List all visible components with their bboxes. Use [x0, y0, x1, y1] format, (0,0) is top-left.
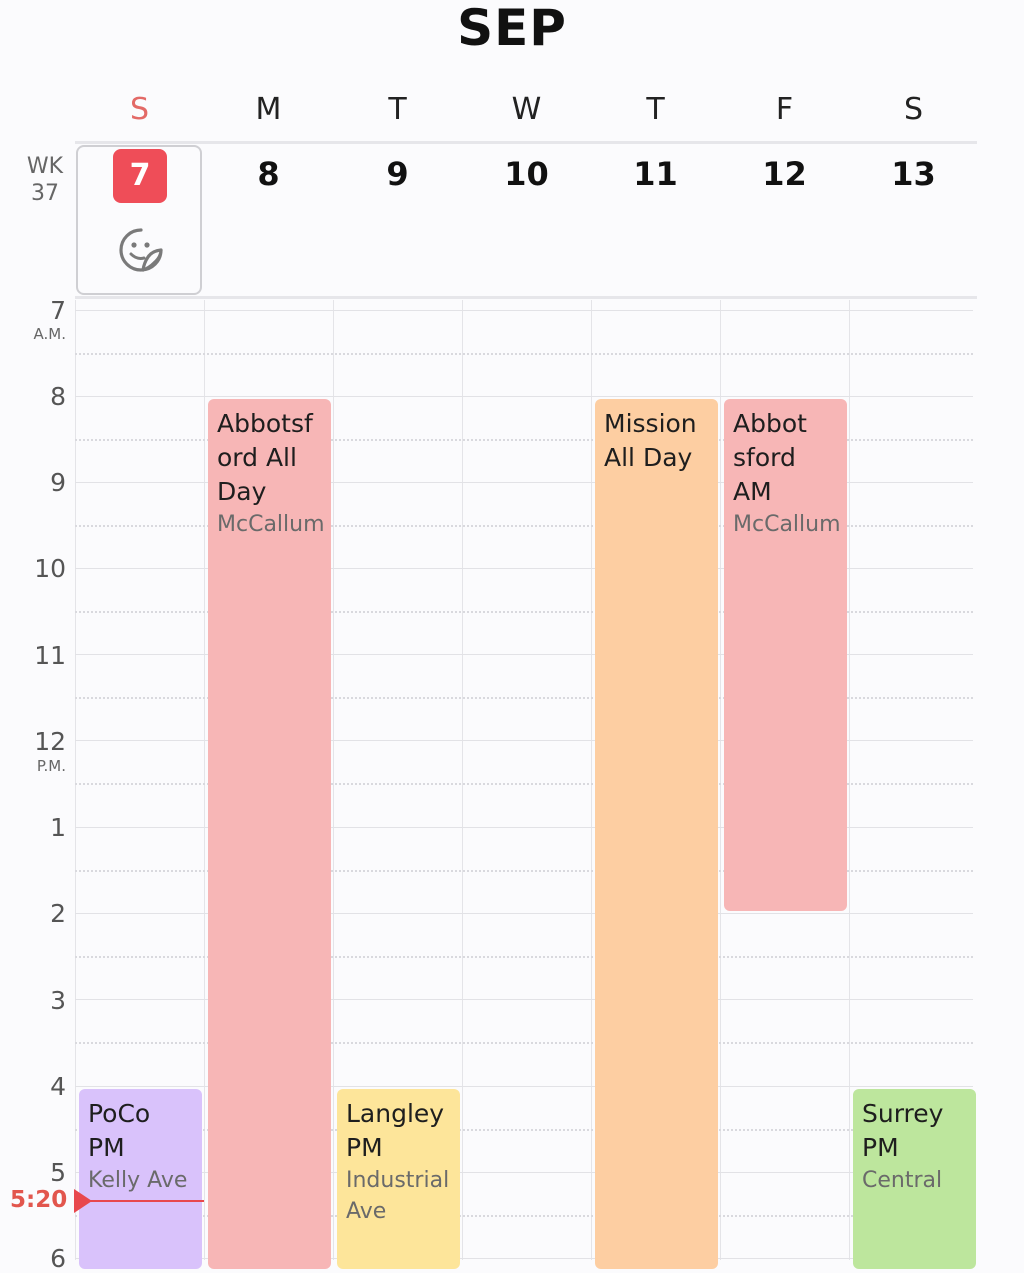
event-title-line: sford — [733, 443, 796, 472]
event-surrey-pm[interactable]: Surrey PM Central — [853, 1089, 976, 1269]
event-title-line: Abbotsf — [217, 409, 313, 438]
hour-line — [75, 568, 973, 569]
hour-label-10: 10 — [34, 554, 66, 583]
half-hour-line — [75, 956, 973, 958]
half-hour-line — [75, 611, 973, 613]
event-poco-pm[interactable]: PoCo PM Kelly Ave — [79, 1089, 202, 1269]
allday-divider — [75, 296, 977, 299]
hour-label-9: 9 — [50, 468, 66, 497]
event-title-line: Day — [217, 477, 267, 506]
event-location: McCallum — [217, 512, 325, 537]
weekday-thu: T — [646, 92, 665, 127]
day-divider — [75, 300, 76, 1260]
hour-label-11: 11 — [34, 641, 66, 670]
hour-line — [75, 1172, 973, 1173]
half-hour-line — [75, 439, 973, 441]
hour-line — [75, 310, 973, 311]
hour-line — [75, 740, 973, 741]
weekday-mon: M — [255, 92, 282, 127]
event-langley-pm[interactable]: Langley PM Industrial Ave — [337, 1089, 460, 1269]
event-abbotsford-all-day[interactable]: Abbotsf ord All Day McCallum — [208, 399, 331, 1269]
weekday-tue: T — [388, 92, 407, 127]
event-title-line: PoCo — [88, 1099, 151, 1128]
hour-label-1: 1 — [50, 813, 66, 842]
day-divider — [720, 300, 721, 1260]
current-time-label: 5:20 — [10, 1187, 68, 1213]
event-title-line: All Day — [604, 443, 693, 472]
sticker-icon[interactable] — [118, 227, 164, 277]
hour-label-12: 12 — [34, 727, 66, 756]
day-divider — [204, 300, 205, 1260]
weekday-fri: F — [775, 92, 794, 127]
event-title-line: ord All — [217, 443, 297, 472]
weekday-sat: S — [903, 92, 924, 127]
hour-line — [75, 913, 973, 914]
hour-label-8: 8 — [50, 382, 66, 411]
hour-sub-pm: P.M. — [36, 757, 66, 775]
month-title: SEP — [457, 0, 567, 57]
half-hour-line — [75, 1042, 973, 1044]
event-title-line: AM — [733, 477, 772, 506]
hour-line — [75, 396, 973, 397]
hour-label-5: 5 — [50, 1158, 66, 1187]
event-mission-all-day[interactable]: Mission All Day — [595, 399, 718, 1269]
date-9[interactable]: 9 — [386, 155, 409, 193]
hour-line — [75, 827, 973, 828]
hour-line — [75, 1258, 973, 1259]
event-abbotsford-am[interactable]: Abbot sford AM McCallum — [724, 399, 847, 911]
day-divider — [333, 300, 334, 1260]
weekday-sun: S — [129, 92, 150, 127]
date-12[interactable]: 12 — [762, 155, 807, 193]
event-title-line: Mission — [604, 409, 697, 438]
event-location: McCallum — [733, 512, 841, 537]
current-time-line — [84, 1200, 204, 1202]
hour-label-4: 4 — [50, 1072, 66, 1101]
half-hour-line — [75, 697, 973, 699]
date-10[interactable]: 10 — [504, 155, 549, 193]
date-11[interactable]: 11 — [633, 155, 678, 193]
event-title-line: PM — [88, 1133, 125, 1162]
date-7-today[interactable]: 7 — [113, 149, 167, 203]
header-divider — [75, 141, 977, 144]
event-title-line: PM — [346, 1133, 383, 1162]
half-hour-line — [75, 1215, 973, 1217]
event-title-line: Surrey — [862, 1099, 944, 1128]
week-label: WK — [26, 154, 64, 179]
event-location: Ave — [346, 1199, 387, 1224]
event-title-line: PM — [862, 1133, 899, 1162]
day-divider — [591, 300, 592, 1260]
event-location: Central — [862, 1168, 943, 1193]
hour-line — [75, 999, 973, 1000]
hour-line — [75, 1086, 973, 1087]
event-title-line: Abbot — [733, 409, 807, 438]
week-number: 37 — [31, 181, 59, 206]
half-hour-line — [75, 783, 973, 785]
half-hour-line — [75, 525, 973, 527]
date-13[interactable]: 13 — [891, 155, 936, 193]
hour-label-6: 6 — [50, 1244, 66, 1273]
event-location: Industrial — [346, 1168, 450, 1193]
hour-line — [75, 482, 973, 483]
weekday-wed: W — [511, 92, 542, 127]
hour-label-3: 3 — [50, 986, 66, 1015]
hour-line — [75, 654, 973, 655]
hour-label-7: 7 — [50, 296, 66, 325]
half-hour-line — [75, 870, 973, 872]
current-time-marker-icon — [74, 1189, 92, 1213]
time-grid[interactable] — [75, 300, 977, 1260]
half-hour-line — [75, 1129, 973, 1131]
event-title-line: Langley — [346, 1099, 445, 1128]
half-hour-line — [75, 353, 973, 355]
day-divider — [849, 300, 850, 1260]
day-divider — [462, 300, 463, 1260]
event-location: Kelly Ave — [88, 1168, 188, 1193]
hour-label-2: 2 — [50, 899, 66, 928]
date-8[interactable]: 8 — [257, 155, 280, 193]
hour-sub-am: A.M. — [33, 325, 66, 343]
